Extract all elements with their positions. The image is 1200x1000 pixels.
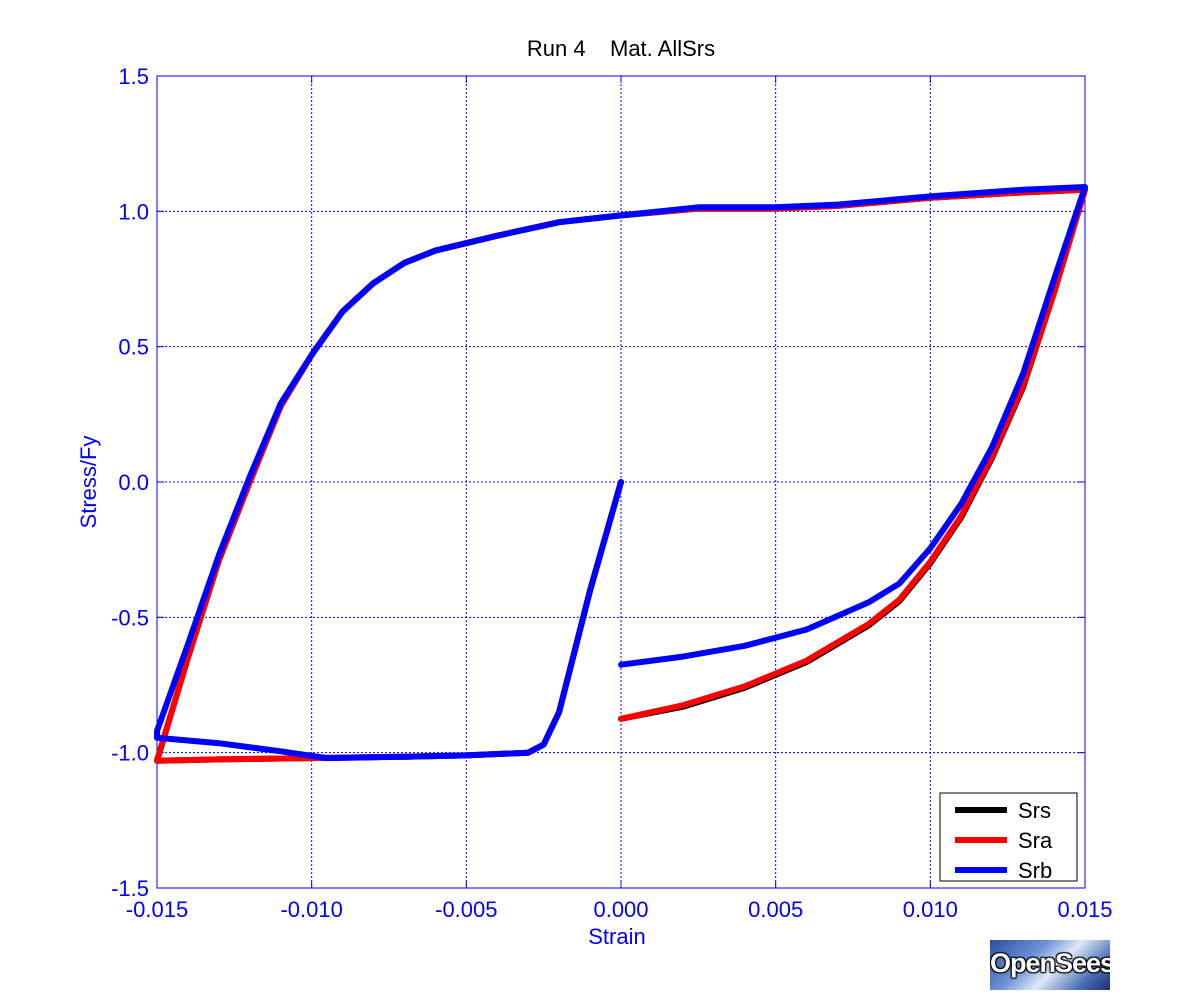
y-tick-label: -1.0 — [111, 741, 149, 766]
opensees-logo: OpenSees — [990, 940, 1110, 990]
legend-label-srs: Srs — [1018, 798, 1051, 823]
y-tick-label: -1.5 — [111, 876, 149, 901]
chart-title: Run 4 Mat. AllSrs — [527, 36, 715, 61]
x-tick-label: -0.015 — [126, 897, 188, 922]
opensees-logo-text: OpenSees — [990, 948, 1110, 978]
x-tick-label: 0.005 — [748, 897, 803, 922]
x-tick-label: 0.000 — [593, 897, 648, 922]
x-tick-label: -0.010 — [280, 897, 342, 922]
x-tick-label: 0.010 — [903, 897, 958, 922]
y-tick-label: -0.5 — [111, 605, 149, 630]
y-tick-label: 1.0 — [118, 199, 149, 224]
y-tick-label: 1.5 — [118, 64, 149, 89]
legend-label-sra: Sra — [1018, 828, 1053, 853]
series-line-srb — [154, 184, 1088, 762]
y-tick-label: 0.0 — [118, 470, 149, 495]
series-lines — [154, 184, 1088, 764]
axis-ticks: -0.015 -0.010 -0.005 0.000 0.005 0.010 0.015 -1… — [111, 64, 1112, 922]
x-tick-label: 0.015 — [1057, 897, 1112, 922]
legend-label-srb: Srb — [1018, 858, 1052, 883]
y-tick-label: 0.5 — [118, 335, 149, 360]
x-axis-title: Strain — [588, 924, 645, 949]
x-tick-label: -0.005 — [435, 897, 497, 922]
legend: Srs Sra Srb — [939, 792, 1078, 883]
y-axis-title: Stress/Fy — [76, 436, 101, 529]
